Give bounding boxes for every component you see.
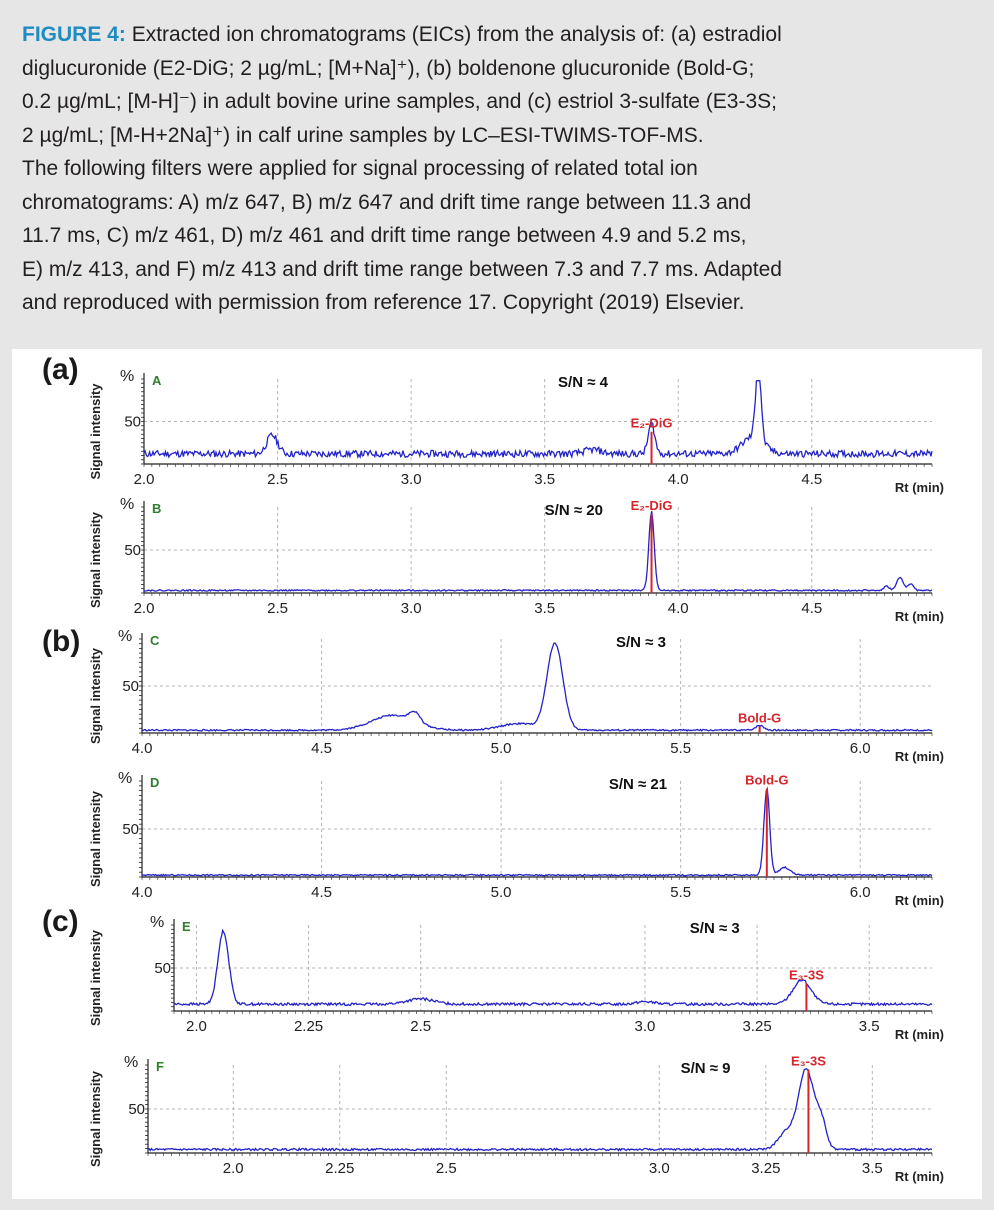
y-axis-percent: % [120,368,134,385]
x-tick-label: 3.0 [649,1160,670,1177]
subpanel-letter: B [152,501,161,516]
x-axis-unit-label: Rt (min) [895,1027,944,1042]
x-tick-label: 2.5 [410,1018,431,1035]
y-axis-label: Signal intensity [88,647,103,744]
x-tick-label: 3.0 [635,1018,656,1035]
caption-line-8: E) m/z 413, and F) m/z 413 and drift tim… [22,257,782,281]
panel-group-label: (c) [42,905,79,938]
y-axis-label: Signal intensity [88,929,103,1026]
signal-to-noise-label: S/N ≈ 4 [558,374,609,391]
x-tick-label: 4.0 [132,884,153,901]
analyte-annotation: Bold-G [745,773,788,788]
analyte-annotation: E₂-DiG [631,416,673,431]
x-tick-label: 5.0 [491,884,512,901]
analyte-annotation: E₃-3S [789,967,824,982]
x-tick-label: 3.25 [751,1160,780,1177]
signal-to-noise-label: S/N ≈ 20 [545,502,603,519]
y-tick-label: 50 [122,678,139,695]
x-tick-label: 3.5 [862,1160,883,1177]
x-tick-label: 3.5 [859,1018,880,1035]
x-tick-label: 3.5 [534,600,555,617]
caption-line-3: 0.2 µg/mL; [M-H]⁻) in adult bovine urine… [22,90,777,113]
y-axis-percent: % [118,770,132,787]
chromatogram-trace [173,928,933,1007]
y-tick-label: 50 [128,1101,145,1118]
x-axis-unit-label: Rt (min) [895,609,944,624]
subpanel-letter: D [150,775,159,790]
x-tick-label: 5.0 [491,740,512,757]
x-tick-label: 4.0 [668,600,689,617]
panel-group-label: (b) [42,625,80,658]
chromatogram-trace [144,510,933,593]
signal-to-noise-label: S/N ≈ 3 [690,920,740,937]
y-tick-label: 50 [124,414,141,431]
caption-line-2: diglucuronide (E2-DiG; 2 µg/mL; [M+Na]⁺)… [22,56,755,80]
y-tick-label: 50 [122,821,139,838]
x-tick-label: 6.0 [850,740,871,757]
y-tick-label: 50 [154,960,171,977]
panel-group-label: (a) [42,353,79,386]
x-tick-label: 3.0 [401,471,422,488]
x-tick-label: 6.0 [850,884,871,901]
x-tick-label: 2.0 [223,1160,244,1177]
analyte-annotation: E₂-DiG [631,498,673,513]
x-axis-unit-label: Rt (min) [895,749,944,764]
y-axis-percent: % [118,628,132,645]
chromatogram-trace [141,642,933,732]
chromatogram-figure: (a) A Signal intensity% 50 2.0 2.5 3.0 3.5 4.0 4.… [12,349,982,1199]
caption-line-1: FIGURE 4: Extracted ion chromatograms (E… [22,18,962,52]
caption-line-7: 11.7 ms, C) m/z 461, D) m/z 461 and drif… [22,224,747,247]
signal-to-noise-label: S/N ≈ 9 [681,1060,731,1077]
caption-line-5: The following filters were applied for s… [22,157,698,180]
figure-caption: FIGURE 4: Extracted ion chromatograms (E… [22,18,962,320]
y-axis-label: Signal intensity [88,790,103,887]
chromatogram-trace [141,786,933,877]
signal-to-noise-label: S/N ≈ 21 [609,776,667,793]
y-axis-percent: % [150,914,164,931]
subpanel-letter: C [150,633,160,648]
chromatogram-trace [147,1067,933,1152]
y-axis-percent: % [120,496,134,513]
x-tick-label: 4.0 [668,471,689,488]
y-axis-label: Signal intensity [88,383,103,480]
x-tick-label: 3.25 [742,1018,771,1035]
x-tick-label: 4.5 [801,600,822,617]
analyte-annotation: E₃-3S [791,1053,826,1068]
x-tick-label: 3.0 [401,600,422,617]
x-tick-label: 4.0 [132,740,153,757]
x-tick-label: 2.5 [436,1160,457,1177]
x-tick-label: 2.5 [267,600,288,617]
x-tick-label: 2.25 [325,1160,354,1177]
x-tick-label: 2.0 [186,1018,207,1035]
x-tick-label: 4.5 [801,471,822,488]
subpanel-letter: E [182,919,191,934]
caption-line-6: chromatograms: A) m/z 647, B) m/z 647 an… [22,190,752,214]
y-axis-label: Signal intensity [88,511,103,608]
caption-text-1: Extracted ion chromatograms (EICs) from … [131,23,782,46]
analyte-annotation: Bold-G [738,710,781,725]
x-tick-label: 2.25 [294,1018,323,1035]
subpanel-letter: A [152,373,162,388]
y-tick-label: 50 [124,542,141,559]
x-tick-label: 4.5 [311,884,332,901]
x-tick-label: 5.5 [670,740,691,757]
x-axis-unit-label: Rt (min) [895,893,944,908]
caption-line-9: and reproduced with permission from refe… [22,291,745,314]
caption-line-4: 2 µg/mL; [M-H+2Na]⁺) in calf urine sampl… [22,123,704,147]
subpanel-letter: F [156,1059,164,1074]
x-tick-label: 3.5 [534,471,555,488]
x-axis-unit-label: Rt (min) [895,480,944,495]
x-tick-label: 2.0 [134,600,155,617]
chromatogram-svg: (a) A Signal intensity% 50 2.0 2.5 3.0 3.5 4.0 4.… [42,353,944,1184]
signal-to-noise-label: S/N ≈ 3 [616,634,666,651]
x-tick-label: 5.5 [670,884,691,901]
chromatogram-trace [143,380,933,460]
y-axis-percent: % [124,1054,138,1071]
x-axis-unit-label: Rt (min) [895,1169,944,1184]
x-tick-label: 4.5 [311,740,332,757]
caption-figure-label: FIGURE 4: [22,23,126,46]
x-tick-label: 2.5 [267,471,288,488]
y-axis-label: Signal intensity [88,1070,103,1167]
x-tick-label: 2.0 [134,471,155,488]
